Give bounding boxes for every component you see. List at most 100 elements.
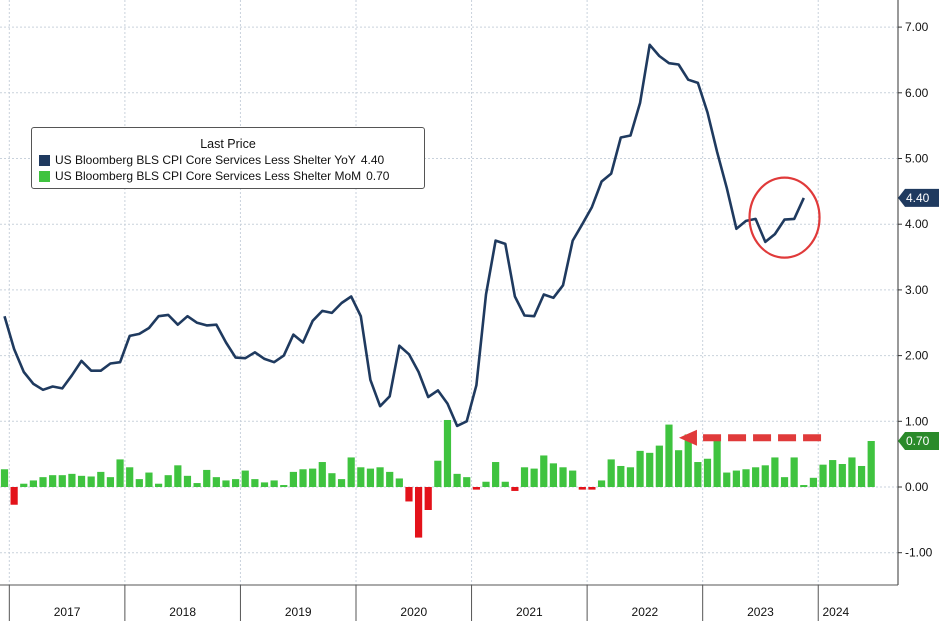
mom-bar	[251, 479, 259, 487]
last-price-tag	[898, 432, 939, 451]
mom-bar	[703, 458, 712, 487]
yoy-line-series	[3, 43, 805, 428]
mom-bar	[386, 471, 394, 487]
x-tick-label: 2020	[400, 605, 427, 619]
mom-bar	[289, 471, 297, 487]
mom-bar	[58, 475, 66, 487]
mom-bar	[126, 467, 134, 487]
mom-bar	[559, 467, 567, 487]
mom-bar	[511, 487, 519, 491]
mom-bar	[405, 487, 413, 502]
x-tick-label: 2017	[54, 605, 81, 619]
mom-bar	[694, 462, 702, 487]
mom-bar	[809, 477, 818, 487]
mom-bar	[482, 481, 490, 487]
x-axis: 2017 2018 2019 2020 2021 2022 2023 2024	[0, 584, 898, 621]
mom-bar	[453, 473, 461, 487]
mom-bar	[578, 487, 586, 490]
y-tick-label: 0.00	[905, 480, 929, 494]
mom-bar-series	[0, 419, 875, 538]
legend-item-yoy: US Bloomberg BLS CPI Core Services Less …	[39, 153, 424, 167]
legend-swatch-yoy	[39, 154, 50, 166]
mom-bar	[203, 469, 211, 487]
mom-bar	[347, 457, 355, 487]
mom-bar	[626, 467, 635, 487]
mom-bar	[752, 467, 760, 487]
x-tick-label: 2021	[516, 605, 543, 619]
mom-bar	[328, 473, 336, 487]
mom-bar	[87, 476, 95, 487]
mom-bar	[655, 445, 663, 487]
mom-bar	[145, 472, 153, 487]
y-axis: -1.00 0.00 1.00 2.00 3.00 4.00 5.00 6.00 7.00 4.4…	[897, 0, 939, 585]
legend-label-mom: US Bloomberg BLS CPI Core Services Less …	[55, 169, 362, 183]
mom-bar	[337, 479, 346, 487]
mom-bar	[617, 465, 625, 487]
mom-bar	[607, 459, 615, 487]
mom-bar	[318, 462, 326, 487]
mom-bar	[29, 480, 37, 487]
mom-bar	[183, 475, 192, 487]
dashed-arrow-head	[678, 429, 697, 446]
mom-bar	[68, 473, 76, 487]
mom-bar	[713, 435, 721, 487]
mom-bar	[665, 424, 673, 487]
mom-bar	[414, 487, 423, 538]
mom-bar	[270, 480, 278, 487]
x-tick-label: 2023	[747, 605, 774, 619]
x-tick-label: 2018	[169, 605, 196, 619]
mom-bar	[0, 469, 9, 487]
mom-bar	[299, 469, 307, 487]
mom-bar	[819, 464, 827, 487]
mom-bar	[193, 483, 201, 487]
mom-bar	[154, 483, 163, 487]
y-tick-label: 6.00	[905, 86, 929, 100]
last-price-tag	[898, 188, 939, 207]
mom-bar	[780, 477, 789, 487]
mom-bar	[540, 455, 548, 487]
y-tick-label: 1.00	[905, 414, 929, 428]
mom-bar	[530, 468, 538, 487]
mom-bar	[463, 477, 471, 487]
mom-bar	[472, 487, 480, 490]
annotations	[678, 176, 822, 446]
mom-bar	[77, 475, 86, 487]
legend-value-mom: 0.70	[366, 169, 390, 183]
mom-bar	[569, 470, 577, 487]
mom-bar	[116, 459, 124, 487]
mom-bar	[376, 467, 384, 487]
y-tick-label: 2.00	[905, 349, 929, 363]
mom-bar	[280, 485, 288, 487]
legend-value-yoy: 4.40	[360, 153, 385, 167]
legend-item-mom: US Bloomberg BLS CPI Core Services Less …	[39, 169, 424, 183]
mom-bar	[395, 478, 403, 487]
mom-bar	[309, 468, 317, 487]
mom-bar	[232, 479, 240, 487]
mom-bar	[790, 457, 798, 487]
y-tick-label: 5.00	[905, 152, 929, 166]
x-tick-label: 2022	[632, 605, 659, 619]
y-tick-label: -1.00	[905, 546, 933, 560]
legend-label-yoy: US Bloomberg BLS CPI Core Services Less …	[55, 153, 356, 167]
mom-bar	[800, 485, 808, 487]
mom-bar	[867, 441, 875, 487]
mom-bar	[424, 487, 432, 510]
mom-bar	[675, 450, 683, 487]
y-tick-label: 4.00	[905, 217, 929, 231]
mom-bar	[106, 477, 115, 487]
mom-bar	[135, 479, 143, 487]
mom-bar	[492, 462, 500, 487]
highlight-circle	[748, 176, 821, 259]
mom-bar	[848, 457, 856, 487]
y-tick-label: 7.00	[905, 20, 929, 34]
mom-bar	[771, 457, 779, 487]
y-tick-label: 3.00	[905, 283, 929, 297]
mom-bar	[222, 480, 230, 487]
mom-bar	[434, 460, 442, 487]
gridlines	[0, 0, 898, 585]
mom-bar	[723, 472, 731, 487]
mom-bar	[829, 460, 837, 487]
mom-bar	[588, 487, 596, 490]
mom-bar	[549, 463, 558, 487]
mom-bar	[684, 434, 692, 487]
